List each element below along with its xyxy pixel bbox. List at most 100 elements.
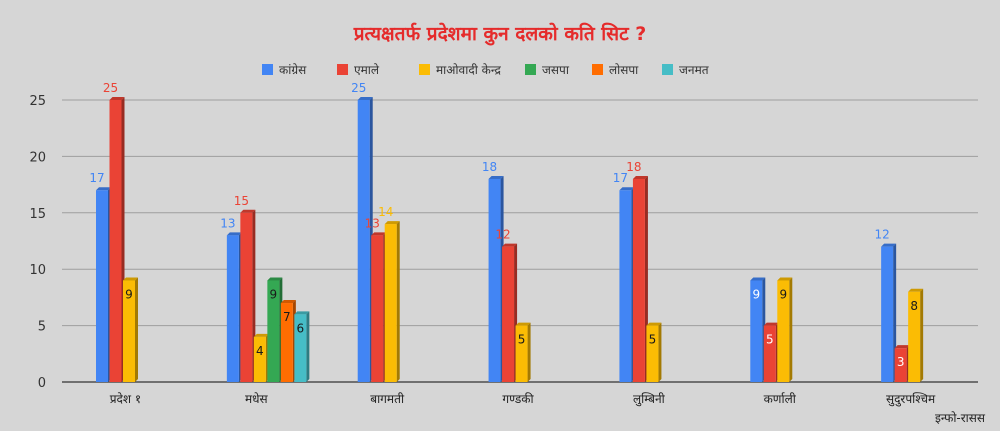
bar-front-face bbox=[632, 178, 645, 382]
chart-title: प्रत्यक्षतर्फ प्रदेशमा कुन दलको कति सिट … bbox=[353, 22, 647, 46]
bar-top-face bbox=[488, 175, 504, 179]
bar-front-face bbox=[371, 235, 384, 382]
bar-front-face bbox=[763, 325, 776, 382]
bar bbox=[488, 175, 504, 382]
data-label: 4 bbox=[256, 344, 264, 358]
legend-label: जनमत bbox=[679, 63, 710, 77]
bar-top-face bbox=[763, 322, 779, 326]
bar bbox=[294, 311, 310, 382]
y-tick-label: 5 bbox=[38, 320, 46, 335]
bar bbox=[908, 288, 924, 382]
bar-front-face bbox=[240, 212, 253, 382]
bars bbox=[96, 97, 924, 382]
bar bbox=[357, 97, 373, 382]
bar bbox=[96, 187, 111, 382]
y-tick-label: 25 bbox=[29, 94, 46, 109]
data-label: 12 bbox=[875, 228, 890, 242]
data-label: 5 bbox=[649, 333, 657, 347]
legend-label: एमाले bbox=[354, 63, 380, 77]
legend-swatch bbox=[662, 64, 673, 75]
legend-item: लोसपा bbox=[592, 63, 639, 77]
bar-front-face bbox=[267, 280, 280, 382]
bar-front-face bbox=[384, 224, 397, 382]
x-tick-label: लुम्बिनी bbox=[633, 392, 666, 407]
bar-top-face bbox=[253, 333, 269, 337]
bar-front-face bbox=[646, 325, 659, 382]
bar-front-face bbox=[96, 190, 108, 382]
x-tick-label: प्रदेश १ bbox=[110, 392, 141, 406]
bar-front-face bbox=[488, 178, 501, 382]
bar-top-face bbox=[267, 277, 283, 281]
bar bbox=[123, 277, 138, 382]
legend-swatch bbox=[262, 64, 273, 75]
bar-top-face bbox=[240, 209, 256, 213]
y-axis: 0 5 10 15 20 25 bbox=[29, 94, 46, 391]
bar-top-face bbox=[280, 300, 296, 304]
bar-top-face bbox=[226, 232, 242, 236]
data-label: 17 bbox=[89, 171, 104, 185]
bar-top-face bbox=[515, 322, 531, 326]
bar-side-face bbox=[527, 322, 531, 382]
data-label: 17 bbox=[613, 171, 628, 185]
bar-top-face bbox=[96, 187, 111, 191]
data-label: 9 bbox=[125, 287, 133, 301]
data-label: 12 bbox=[495, 228, 510, 242]
bar-front-face bbox=[502, 246, 515, 382]
y-tick-label: 15 bbox=[29, 207, 46, 222]
x-tick-label: बागमती bbox=[370, 392, 405, 406]
data-label: 8 bbox=[910, 299, 918, 313]
bar-top-face bbox=[123, 277, 138, 281]
legend-swatch bbox=[337, 64, 348, 75]
legend-label: कांग्रेस bbox=[279, 63, 307, 77]
bar bbox=[881, 243, 897, 382]
legend-label: जसपा bbox=[542, 63, 570, 77]
data-label: 7 bbox=[283, 310, 291, 324]
data-label: 3 bbox=[897, 355, 905, 369]
x-tick-label: सुदुरपश्चिम bbox=[886, 392, 936, 407]
bar-side-face bbox=[396, 221, 400, 382]
bar-top-face bbox=[750, 277, 766, 281]
data-label: 15 bbox=[234, 194, 249, 208]
data-label: 9 bbox=[752, 287, 760, 301]
bar-side-face bbox=[306, 311, 310, 382]
bar bbox=[763, 322, 779, 382]
legend-swatch bbox=[419, 64, 430, 75]
bar-side-face bbox=[920, 288, 924, 382]
bar-front-face bbox=[357, 100, 370, 382]
data-label: 13 bbox=[365, 216, 380, 230]
bar-front-face bbox=[294, 314, 307, 382]
bar-top-face bbox=[777, 277, 793, 281]
bar-side-face bbox=[135, 277, 138, 382]
bar-front-face bbox=[619, 190, 632, 382]
y-tick-label: 10 bbox=[29, 263, 46, 278]
data-label: 9 bbox=[270, 287, 278, 301]
bar bbox=[515, 322, 531, 382]
bar-top-face bbox=[371, 232, 387, 236]
legend-item: जसपा bbox=[525, 63, 570, 77]
bar-front-face bbox=[109, 100, 122, 382]
source-label: इन्फो-रासस bbox=[935, 411, 986, 425]
bar-top-face bbox=[646, 322, 662, 326]
x-tick-label: कर्णाली bbox=[764, 392, 797, 406]
bar-front-face bbox=[908, 291, 921, 382]
bar-front-face bbox=[280, 303, 293, 382]
bar bbox=[109, 97, 125, 382]
bar-top-face bbox=[384, 221, 400, 225]
bar bbox=[502, 243, 518, 382]
bar-front-face bbox=[123, 280, 135, 382]
legend-label: लोसपा bbox=[609, 63, 639, 77]
bar bbox=[240, 209, 256, 382]
data-label: 5 bbox=[766, 333, 774, 347]
bar-front-face bbox=[881, 246, 894, 382]
data-label: 25 bbox=[351, 81, 366, 95]
data-label: 9 bbox=[779, 287, 787, 301]
bar bbox=[619, 187, 635, 382]
x-tick-label: गण्डकी bbox=[502, 392, 534, 406]
bar-front-face bbox=[253, 336, 266, 382]
data-label: 14 bbox=[378, 205, 393, 219]
bar-top-face bbox=[908, 288, 924, 292]
legend-swatch bbox=[592, 64, 603, 75]
bar bbox=[384, 221, 400, 382]
